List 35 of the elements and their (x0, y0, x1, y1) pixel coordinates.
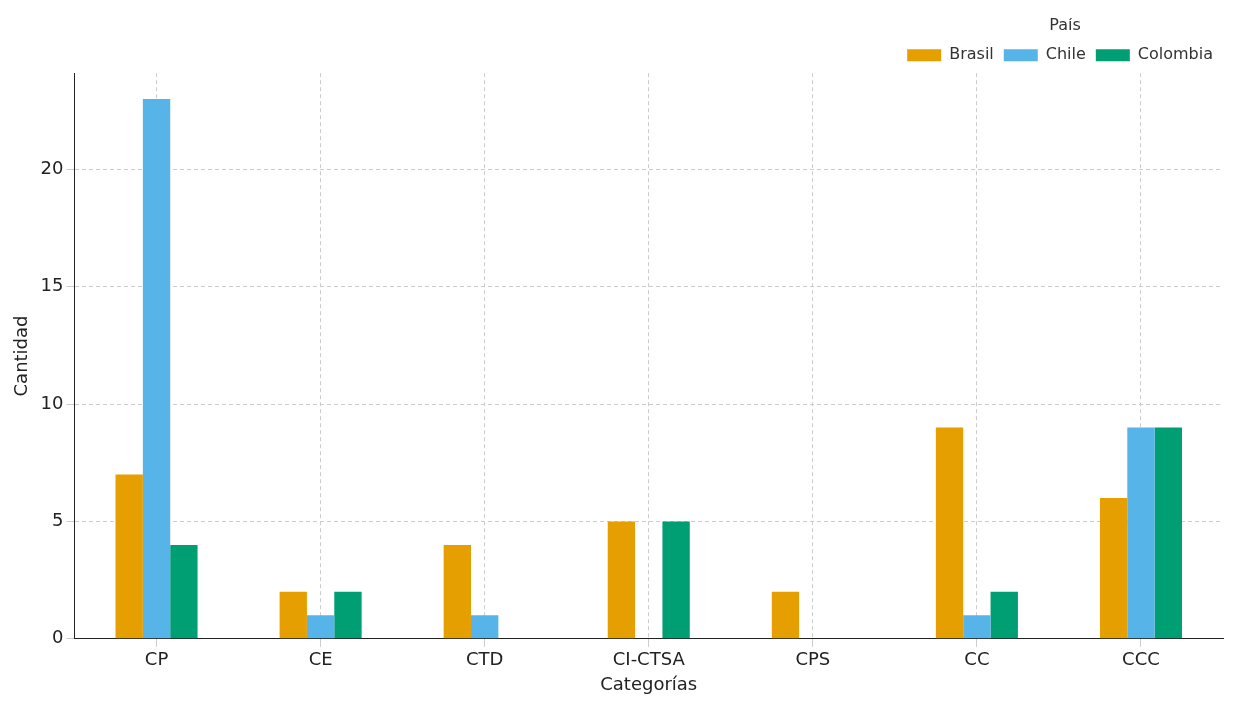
x-tick-label: CE (308, 648, 333, 670)
y-tick-label: 20 (40, 157, 64, 179)
bar (1154, 427, 1182, 639)
y-tick-label: 0 (52, 626, 64, 648)
bar (115, 474, 143, 639)
y-tick-label: 5 (52, 509, 64, 531)
bar (963, 615, 991, 639)
bar (935, 427, 964, 639)
bar (471, 615, 499, 639)
bar (1099, 497, 1128, 639)
x-axis-title: Categorías (600, 672, 698, 694)
legend-label: Brasil (949, 44, 994, 64)
x-tick-label: CP (144, 648, 169, 670)
bar (990, 591, 1018, 639)
bar (607, 521, 636, 639)
bar (306, 615, 335, 639)
y-tick-label: 10 (40, 391, 64, 413)
legend-label: Colombia (1137, 44, 1213, 64)
bar (662, 521, 690, 639)
bar (142, 99, 171, 639)
x-tick-label: CC (964, 648, 990, 670)
bar (334, 591, 362, 639)
bar (443, 544, 472, 639)
legend-label: Chile (1045, 44, 1086, 64)
x-tick-label: CI-CTSA (612, 648, 686, 670)
bar (1127, 427, 1155, 639)
y-axis-title: Cantidad (10, 315, 32, 397)
y-tick-label: 15 (40, 274, 64, 296)
x-tick-label: CCC (1122, 648, 1160, 670)
bar (279, 591, 307, 639)
x-tick-label: CPS (795, 648, 831, 670)
legend-title: País (1049, 15, 1081, 35)
bar (771, 591, 800, 639)
x-tick-label: CTD (465, 648, 504, 670)
bar (170, 544, 198, 639)
